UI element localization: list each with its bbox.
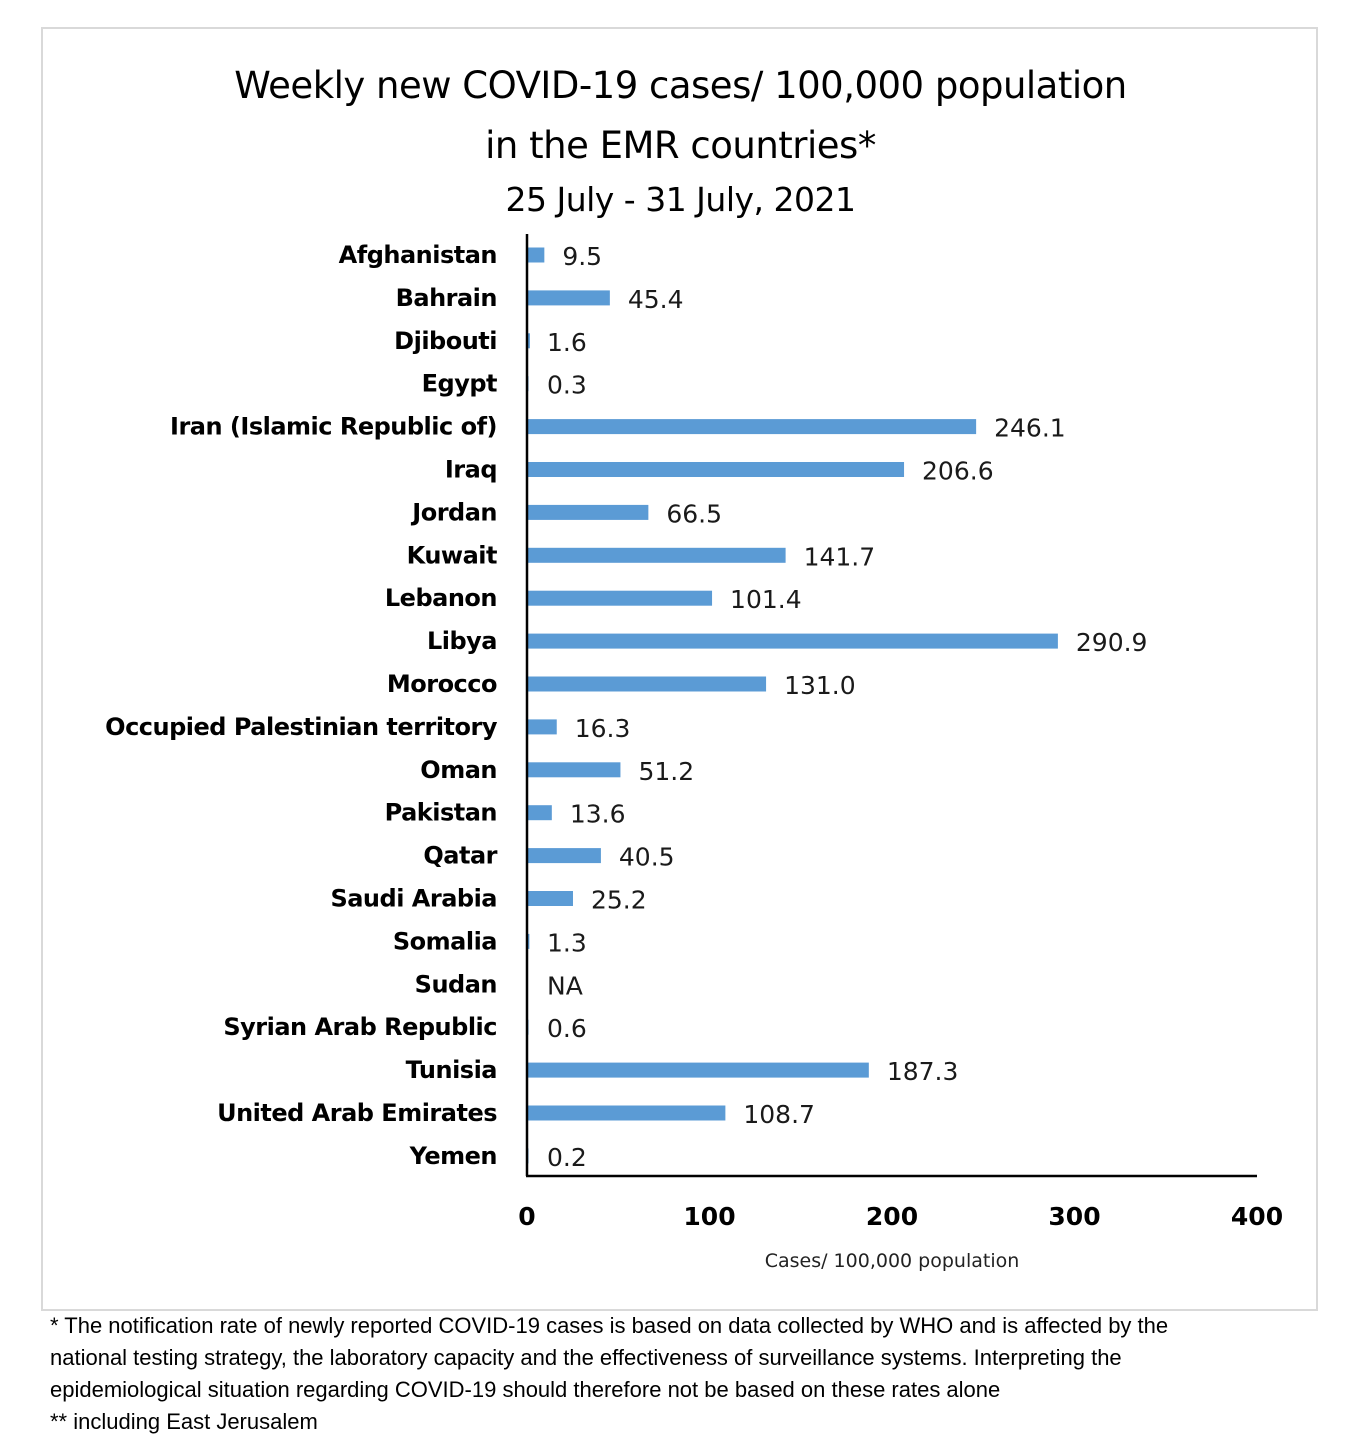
x-tick-200: 200: [866, 1202, 918, 1231]
category-label-syrian-arab-republic: Syrian Arab Republic: [223, 1013, 497, 1041]
value-label-djibouti: 1.6: [547, 328, 587, 357]
bar-morocco: [527, 676, 767, 692]
category-label-occupied-palestinian-territory: Occupied Palestinian territory: [105, 713, 498, 741]
value-label-syrian-arab-republic: 0.6: [547, 1014, 587, 1043]
category-label-pakistan: Pakistan: [385, 799, 497, 827]
category-label-libya: Libya: [427, 627, 497, 655]
x-axis-label: Cases/ 100,000 population: [765, 1250, 1020, 1272]
category-label-jordan: Jordan: [410, 498, 497, 526]
category-label-yemen: Yemen: [409, 1142, 497, 1170]
category-label-afghanistan: Afghanistan: [339, 241, 497, 269]
value-label-occupied-palestinian-territory: 16.3: [575, 714, 631, 743]
bar-jordan: [527, 504, 649, 520]
category-label-lebanon: Lebanon: [385, 584, 497, 612]
x-tick-400: 400: [1231, 1202, 1283, 1231]
category-label-oman: Oman: [420, 756, 497, 784]
bar-libya: [527, 633, 1058, 649]
value-label-libya: 290.9: [1076, 628, 1148, 657]
category-label-bahrain: Bahrain: [396, 284, 497, 312]
category-label-egypt: Egypt: [422, 370, 497, 398]
x-tick-0: 0: [518, 1202, 535, 1231]
category-label-saudi-arabia: Saudi Arabia: [330, 885, 497, 913]
value-label-kuwait: 141.7: [804, 542, 876, 571]
chart-subtitle: 25 July - 31 July, 2021: [505, 180, 856, 219]
value-label-iraq: 206.6: [922, 457, 994, 486]
value-label-bahrain: 45.4: [628, 285, 684, 314]
bar-chart: Afghanistan Bahrain Djibouti Egypt Iran (Isl…: [105, 234, 1283, 1272]
bars-group: [527, 247, 1058, 1164]
footnote: * The notification rate of newly reporte…: [50, 1310, 1340, 1438]
category-label-djibouti: Djibouti: [394, 327, 497, 355]
bar-qatar: [527, 848, 601, 864]
bar-oman: [527, 762, 621, 778]
bar-united-arab-emirates: [527, 1105, 726, 1121]
bar-djibouti: [527, 333, 530, 349]
x-tick-300: 300: [1048, 1202, 1100, 1231]
category-label-sudan: Sudan: [415, 970, 497, 998]
bar-afghanistan: [527, 247, 545, 263]
bar-pakistan: [527, 805, 552, 821]
value-label-oman: 51.2: [638, 757, 694, 786]
category-label-tunisia: Tunisia: [406, 1056, 497, 1084]
footnote-line-3: epidemiological situation regarding COVI…: [50, 1377, 1001, 1402]
chart-frame: [41, 27, 1318, 1311]
bar-kuwait: [527, 547, 786, 563]
category-label-morocco: Morocco: [387, 670, 497, 698]
bar-occupied-palestinian-territory: [527, 719, 557, 735]
category-label-qatar: Qatar: [423, 842, 497, 870]
value-label-egypt: 0.3: [547, 371, 587, 400]
category-labels: Afghanistan Bahrain Djibouti Egypt Iran (Isl…: [105, 241, 498, 1170]
bar-tunisia: [527, 1062, 869, 1078]
bar-saudi-arabia: [527, 891, 573, 906]
value-label-afghanistan: 9.5: [562, 242, 602, 271]
chart-title: Weekly new COVID-19 cases/ 100,000 popul…: [234, 64, 1127, 107]
value-label-somalia: 1.3: [547, 928, 587, 957]
category-label-somalia: Somalia: [393, 927, 497, 955]
category-label-iran-islamic-republic-of: Iran (Islamic Republic of): [170, 413, 497, 441]
footnote-line-4: ** including East Jerusalem: [50, 1409, 318, 1434]
value-label-yemen: 0.2: [547, 1143, 587, 1172]
category-label-iraq: Iraq: [445, 456, 497, 484]
value-label-pakistan: 13.6: [570, 800, 626, 829]
value-label-lebanon: 101.4: [730, 585, 802, 614]
x-tick-labels: 0 100 200 300 400: [518, 1202, 1283, 1231]
value-label-iran-islamic-republic-of: 246.1: [994, 414, 1066, 443]
value-label-morocco: 131.0: [784, 671, 856, 700]
footnote-line-1: * The notification rate of newly reporte…: [50, 1313, 1169, 1338]
bar-bahrain: [527, 290, 610, 306]
value-label-jordan: 66.5: [666, 499, 722, 528]
value-label-united-arab-emirates: 108.7: [743, 1100, 815, 1129]
value-label-tunisia: 187.3: [887, 1057, 959, 1086]
bar-iraq: [527, 462, 905, 477]
x-tick-100: 100: [683, 1202, 735, 1231]
value-label-sudan: NA: [547, 971, 583, 1000]
bar-iran-islamic-republic-of: [527, 419, 977, 435]
footnote-line-2: national testing strategy, the laborator…: [50, 1345, 1122, 1370]
bar-lebanon: [527, 590, 713, 606]
chart-title-line2: in the EMR countries*: [485, 124, 876, 167]
value-label-qatar: 40.5: [619, 843, 675, 872]
category-label-kuwait: Kuwait: [407, 541, 497, 569]
value-label-saudi-arabia: 25.2: [591, 886, 647, 915]
category-label-united-arab-emirates: United Arab Emirates: [217, 1099, 497, 1127]
